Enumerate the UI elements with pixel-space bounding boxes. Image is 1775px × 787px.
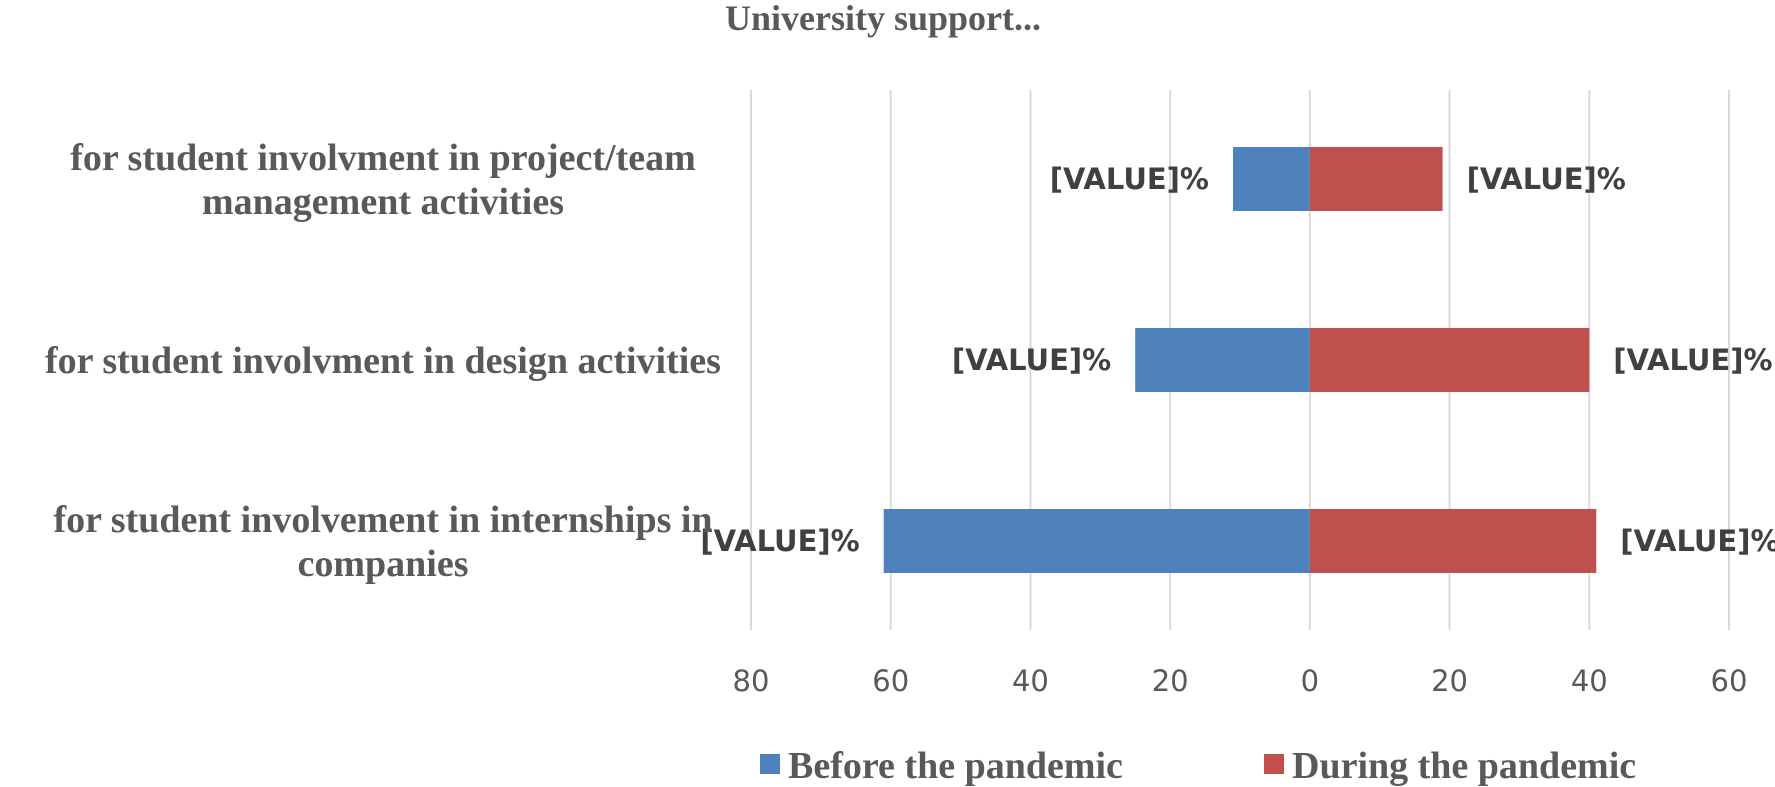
bar-during-pandemic (1309, 328, 1590, 392)
legend-label: During the pandemic (1292, 745, 1636, 787)
x-tick-label: 40 (1012, 664, 1049, 698)
x-tick-label: 40 (1571, 664, 1608, 698)
x-tick-label: 60 (872, 664, 909, 698)
x-tick-label: 80 (733, 664, 770, 698)
bar-before-pandemic (883, 509, 1310, 573)
data-label: [VALUE]% (1620, 524, 1775, 558)
legend-label: Before the pandemic (788, 745, 1123, 787)
bar-during-pandemic (1309, 147, 1443, 211)
data-labels: [VALUE]% [VALUE]% [VALUE]% [VALUE]% [VALUE]%… (700, 162, 1775, 558)
category-labels: for student involvment in project/teamma… (45, 137, 721, 585)
data-label: [VALUE]% (1613, 343, 1772, 377)
x-tick-label: 20 (1152, 664, 1189, 698)
category-label: for student involvment in design activit… (45, 340, 721, 382)
data-label: [VALUE]% (700, 524, 859, 558)
x-tick-label: 20 (1431, 664, 1468, 698)
data-label: [VALUE]% (952, 343, 1111, 377)
data-label: [VALUE]% (1050, 162, 1209, 196)
category-label: for student involvment in project/team (70, 137, 696, 179)
category-label: management activities (202, 181, 564, 223)
legend-swatch (1264, 754, 1284, 774)
legend: Before the pandemic During the pandemic (760, 745, 1636, 787)
category-label: for student involvement in internships i… (53, 499, 712, 541)
chart-title: University support... (725, 0, 1041, 38)
category-label: companies (298, 543, 469, 585)
bar-before-pandemic (1135, 328, 1310, 392)
x-axis-ticks: 80 60 40 20 0 20 40 60 (733, 664, 1748, 698)
x-tick-label: 0 (1301, 664, 1319, 698)
bar-before-pandemic (1233, 147, 1310, 211)
x-tick-label: 60 (1711, 664, 1748, 698)
legend-swatch (760, 754, 780, 774)
bars (883, 147, 1597, 573)
data-label: [VALUE]% (1467, 162, 1626, 196)
bar-during-pandemic (1309, 509, 1597, 573)
